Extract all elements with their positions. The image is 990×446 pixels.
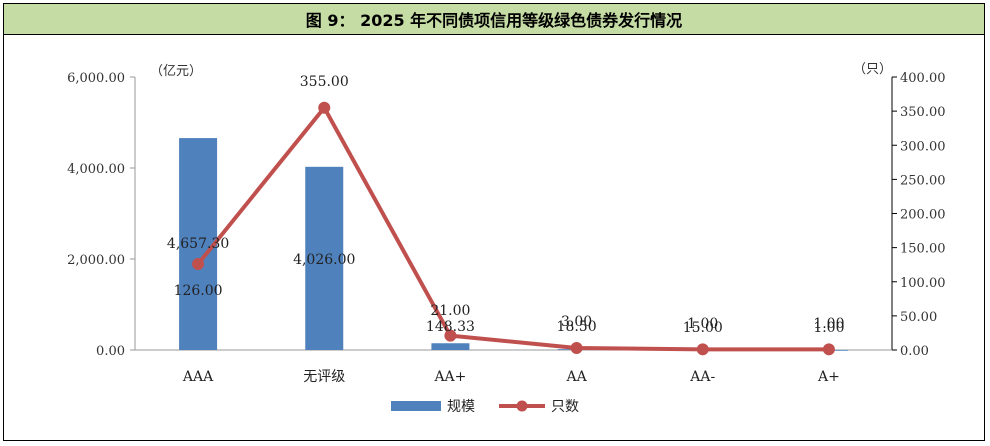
bar-data-label: 4,657.30 <box>167 236 229 252</box>
x-category-label: 无评级 <box>303 369 345 385</box>
legend-bar-label: 规模 <box>447 399 475 415</box>
bar-data-label: 15.00 <box>683 320 723 336</box>
right-tick-label: 200.00 <box>900 208 946 223</box>
bar-无评级 <box>305 166 344 350</box>
right-tick-label: 350.00 <box>900 105 946 120</box>
bar-AA+ <box>431 343 470 350</box>
line-series-count <box>196 105 829 352</box>
left-tick-label: 4,000.00 <box>67 162 125 177</box>
x-category-label: AA <box>565 369 587 385</box>
line-data-label: 355.00 <box>300 74 349 90</box>
left-axis-unit: （亿元） <box>150 64 202 79</box>
legend-line-label: 只数 <box>551 399 579 415</box>
line-data-label: 21.00 <box>430 303 470 319</box>
right-tick-label: 300.00 <box>900 139 946 154</box>
right-tick-label: 150.00 <box>900 242 946 257</box>
x-category-label: AA+ <box>433 369 466 385</box>
title-bar: 图 9： 2025 年不同债项信用等级绿色债券发行情况 <box>4 4 984 35</box>
line-point-AA- <box>696 343 709 356</box>
line-point-A+ <box>822 343 835 356</box>
bar-data-label: 148.33 <box>426 319 475 335</box>
chart-title: 图 9： 2025 年不同债项信用等级绿色债券发行情况 <box>305 11 683 30</box>
left-tick-label: 2,000.00 <box>67 253 125 268</box>
bar-data-label: 18.50 <box>557 319 597 335</box>
legend-bar-swatch <box>391 401 441 411</box>
bar-data-label: 4,026.00 <box>293 252 355 268</box>
right-tick-label: 400.00 <box>900 71 946 86</box>
right-tick-label: 50.00 <box>900 310 937 325</box>
chart-frame: 图 9： 2025 年不同债项信用等级绿色债券发行情况 <box>3 3 985 441</box>
line-point-无评级 <box>318 101 331 114</box>
bar-data-label: 1.00 <box>813 320 844 336</box>
legend-line-marker <box>516 400 528 412</box>
right-tick-label: 0.00 <box>900 344 929 359</box>
left-tick-label: 6,000.00 <box>67 71 125 86</box>
line-data-label: 126.00 <box>174 283 223 299</box>
x-category-label: A+ <box>817 369 840 385</box>
line-data-label: 1.00 <box>813 316 844 332</box>
line-point-AAA <box>192 258 205 271</box>
line-data-label: 3.00 <box>561 314 592 330</box>
right-tick-label: 100.00 <box>900 276 946 291</box>
x-category-label: AAA <box>182 369 214 385</box>
line-point-AA+ <box>444 329 457 342</box>
line-point-AA <box>570 341 583 354</box>
line-data-label: 1.00 <box>687 316 718 332</box>
right-axis-unit: （只） <box>853 62 892 77</box>
x-category-label: AA- <box>689 369 715 385</box>
bar-AAA <box>179 138 218 350</box>
right-tick-label: 250.00 <box>900 173 946 188</box>
left-tick-label: 0.00 <box>96 344 125 359</box>
